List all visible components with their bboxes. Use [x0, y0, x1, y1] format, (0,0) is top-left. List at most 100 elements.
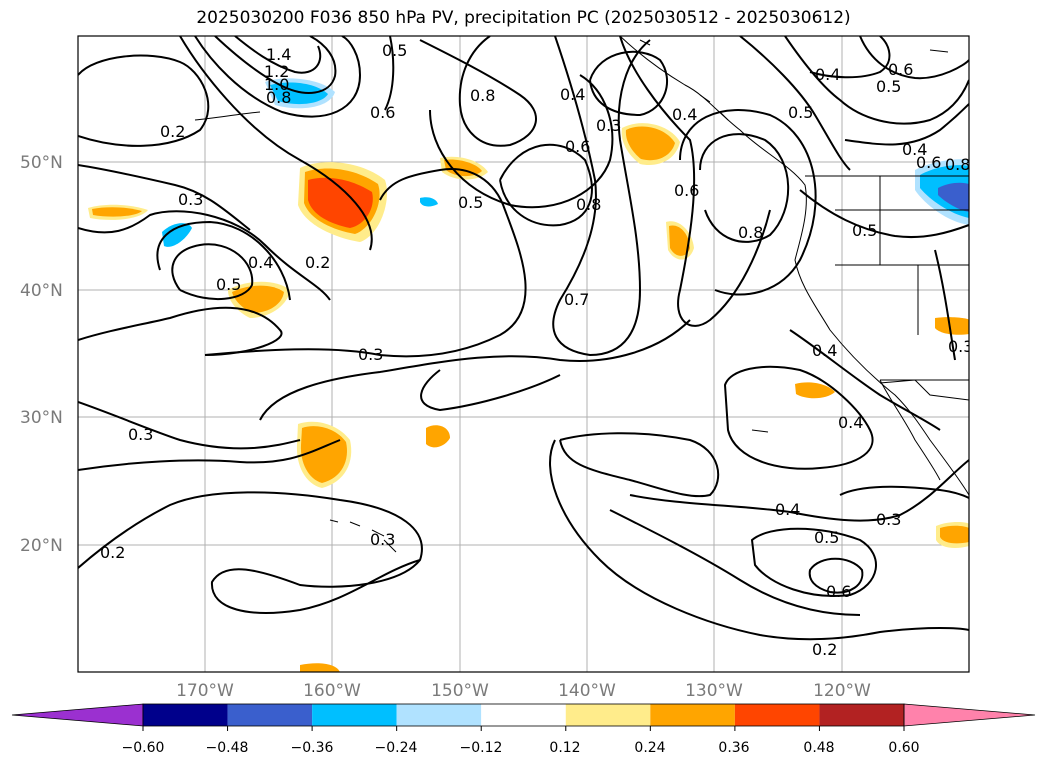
colorbar-segment [227, 704, 313, 726]
pv-contour [679, 109, 817, 296]
contour-label: 0.2 [305, 253, 330, 272]
pv-contour [809, 36, 891, 79]
lon-label: 150°W [431, 681, 489, 701]
border-states [835, 176, 969, 381]
border-us-mexico [879, 379, 969, 401]
contour-label: 0.6 [826, 582, 851, 601]
map-title: 2025030200 F036 850 hPa PV, precipitatio… [196, 8, 851, 28]
colorbar-tick-label: −0.12 [460, 740, 503, 756]
contour-label: 0.6 [565, 137, 590, 156]
colorbar-tick-label: −0.60 [122, 740, 165, 756]
colorbar-segment [650, 704, 735, 726]
pv-contour [156, 220, 291, 301]
pv-contour [559, 432, 720, 498]
lat-label: 50°N [20, 153, 63, 173]
colorbar-frame [142, 703, 905, 727]
precip-blob-positive [935, 317, 969, 335]
precip-blob-negative [420, 197, 438, 207]
pv-contour [750, 527, 877, 597]
pv-contour [619, 36, 771, 327]
contour-label: 0.5 [382, 41, 407, 60]
precip-blob-positive [300, 426, 347, 483]
pv-contour [204, 168, 527, 358]
precip-blob-positive [940, 525, 969, 544]
pv-contour [549, 439, 969, 641]
contour-label: 0.4 [672, 105, 697, 124]
contour-label: 0.8 [738, 223, 763, 242]
contour-label: 0.8 [945, 155, 970, 174]
contour-label: 0.4 [248, 253, 273, 272]
contour-label: 1.0 [264, 75, 289, 94]
lon-label: 140°W [558, 681, 616, 701]
pv-contour [808, 557, 864, 594]
contour-label: 0.2 [100, 543, 125, 562]
colorbar-segment [565, 704, 651, 726]
precip-blob-positive [625, 126, 675, 161]
precip-blob-positive [795, 382, 835, 399]
contour-labels: 1.4 1.2 1.0 0.8 0.5 0.6 0.2 0.3 0.5 0.4 … [100, 41, 970, 659]
colorbar-extend-max [903, 703, 1036, 727]
pv-contour [839, 485, 969, 499]
pv-contour [723, 365, 874, 470]
pv-contour [194, 36, 362, 118]
contour-label: 0.5 [788, 103, 813, 122]
pv-contour [179, 36, 373, 251]
pv-contour [78, 491, 423, 614]
latitude-labels: 50°N 40°N 30°N 20°N [20, 153, 63, 556]
contour-label: 0.7 [564, 290, 589, 309]
pv-contour [552, 36, 651, 357]
pv-contour [419, 36, 537, 147]
pv-contours [78, 36, 969, 641]
colorbar-segment [396, 704, 482, 726]
contour-label: 0.2 [160, 122, 185, 141]
lat-label: 20°N [20, 536, 63, 556]
pv-contour [78, 439, 341, 471]
pv-contour [844, 103, 969, 146]
pv-contour [78, 164, 251, 231]
colorbar-tick-label: −0.48 [206, 740, 249, 756]
map-frame [77, 35, 970, 673]
pv-contour [629, 459, 969, 522]
pv-contour [784, 36, 969, 125]
precip-blob-negative [162, 223, 192, 247]
precip-blob-positive [300, 663, 340, 672]
longitude-labels: 170°W 160°W 150°W 140°W 130°W 120°W [176, 681, 871, 701]
lon-label: 170°W [176, 681, 234, 701]
colorbar-tick-label: 0.36 [718, 740, 749, 756]
pv-contour [799, 189, 969, 239]
pv-contour [859, 36, 969, 80]
colorbar-segment [143, 704, 228, 726]
contour-label: 0.6 [674, 181, 699, 200]
contour-label: 0.3 [876, 510, 901, 529]
pv-contour [429, 74, 614, 209]
contour-label: 0.3 [370, 530, 395, 549]
coastline-islands [639, 39, 949, 433]
lat-label: 30°N [20, 408, 63, 428]
pv-contour [789, 329, 941, 431]
contour-label: 0.5 [458, 193, 483, 212]
pv-contour [420, 369, 561, 412]
colorbar-segment [734, 704, 820, 726]
contour-label: 0.5 [216, 275, 241, 294]
contour-label: 0.4 [812, 341, 837, 360]
contour-label: 0.3 [178, 190, 203, 209]
colorbar-ticks: −0.60 −0.48 −0.36 −0.24 −0.12 0.12 0.24 … [122, 740, 920, 756]
coastlines [194, 36, 969, 553]
map-area: 1.4 1.2 1.0 0.8 0.5 0.6 0.2 0.3 0.5 0.4 … [78, 36, 970, 672]
contour-label: 0.6 [370, 103, 395, 122]
contour-label: 0.6 [888, 60, 913, 79]
pv-contour [234, 36, 322, 74]
lat-label: 40°N [20, 281, 63, 301]
pv-contour [609, 509, 861, 616]
pv-contour [589, 50, 669, 117]
pv-contour [78, 401, 301, 450]
pv-contour [259, 319, 691, 421]
colorbar-segment [819, 704, 904, 726]
precip-blob-positive [669, 225, 690, 256]
contour-label: 0.3 [358, 345, 383, 364]
coastline-aleutians [194, 111, 261, 121]
pv-contour [699, 133, 790, 243]
colorbar-tick-label: −0.24 [375, 740, 418, 756]
contour-label: 0.4 [902, 140, 927, 159]
